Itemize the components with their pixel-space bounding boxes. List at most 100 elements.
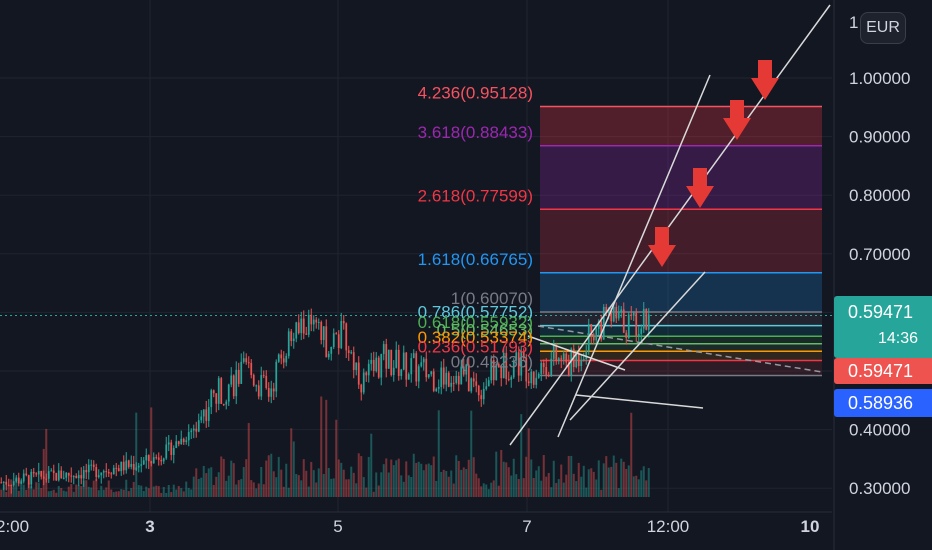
volume-bar <box>495 451 498 497</box>
volume-bar <box>605 456 608 497</box>
candle-body <box>122 461 125 471</box>
volume-bar <box>412 453 415 497</box>
volume-bar <box>580 476 583 497</box>
candle-body <box>345 323 348 351</box>
volume-bar <box>102 489 105 497</box>
candle-body <box>330 347 333 354</box>
volume-bar <box>532 477 535 497</box>
time-axis[interactable]: 2:00 3 5 7 12:00 10 <box>0 517 819 536</box>
candle-body <box>350 352 353 354</box>
candle-body <box>10 484 13 486</box>
volume-bar <box>97 490 100 497</box>
candle-body <box>530 371 533 384</box>
volume-bar <box>455 455 458 497</box>
volume-bar <box>445 470 448 497</box>
fib-label: 0.618(0.55932) <box>418 313 533 332</box>
fibonacci-extension-tool[interactable] <box>537 105 823 377</box>
volume-bar <box>422 470 425 497</box>
candle-body <box>70 475 73 477</box>
candle-body <box>595 328 598 341</box>
volume-bar <box>342 469 345 497</box>
candle-body <box>20 481 23 484</box>
time-tick-label: 10 <box>801 517 820 536</box>
fibonacci-labels: 4.236(0.95128) 3.618(0.88433) 2.618(0.7759… <box>418 84 533 372</box>
candle-body <box>477 385 480 396</box>
volume-bar <box>502 461 505 497</box>
candle-body <box>555 345 558 362</box>
candle-body <box>187 432 190 441</box>
candle-body <box>392 367 395 376</box>
volume-bar <box>270 453 273 497</box>
candle-body <box>65 472 68 478</box>
volume-bar <box>607 467 610 497</box>
candle-body <box>102 471 105 473</box>
volume-bar <box>70 484 73 497</box>
candle-body <box>255 385 258 387</box>
candle-body <box>42 476 45 479</box>
volume-bar <box>462 467 465 497</box>
volume-bar <box>577 462 580 497</box>
volume-bar <box>530 459 533 497</box>
fib-band <box>540 145 822 210</box>
volume-bar <box>207 468 210 497</box>
candle-body <box>335 333 338 335</box>
volume-bar <box>252 482 255 497</box>
candle-body <box>357 362 360 385</box>
candle-body <box>382 344 385 354</box>
candle-body <box>407 374 410 380</box>
candle-body <box>270 388 273 397</box>
volume-bar <box>622 461 625 497</box>
candle-body <box>525 357 528 382</box>
fib-dashed-baseline <box>537 325 823 373</box>
candle-body <box>85 470 88 473</box>
volume-bar <box>640 470 643 497</box>
fib-band <box>540 343 822 352</box>
volume-bar <box>285 463 288 497</box>
volume-bar <box>457 460 460 497</box>
volume-bar <box>185 481 188 497</box>
down-arrow-icon <box>686 168 714 208</box>
currency-button[interactable]: EUR <box>860 12 906 44</box>
volume-bar <box>215 476 218 497</box>
volume-bar <box>90 487 93 497</box>
candle-body <box>615 306 618 319</box>
volume-bar <box>362 477 365 497</box>
volume-bar <box>595 479 598 497</box>
price-tick-label: 0.30000 <box>849 479 910 498</box>
volume-bar <box>602 463 605 497</box>
candle-body <box>195 428 198 432</box>
volume-bar <box>645 480 648 497</box>
down-arrows[interactable] <box>648 60 779 267</box>
candle-body <box>165 444 168 459</box>
candle-body <box>47 471 50 479</box>
volume-bar <box>267 455 270 497</box>
candle-body <box>645 308 648 330</box>
volume-bar <box>447 476 450 497</box>
volume-bar <box>205 473 208 497</box>
candle-body <box>545 366 548 375</box>
candle-body <box>227 384 230 402</box>
volume-bar <box>382 464 385 497</box>
down-arrow-icon <box>648 227 676 267</box>
volume-bar <box>12 487 15 497</box>
candle-body <box>250 362 253 375</box>
volume-bar <box>227 475 230 497</box>
candle-body <box>635 312 638 336</box>
candle-body <box>40 470 43 477</box>
volume-bar <box>197 478 200 497</box>
time-tick-label: 3 <box>145 517 154 536</box>
volume-bar <box>437 410 440 497</box>
volume-bar <box>297 475 300 497</box>
volume-bar <box>272 471 275 497</box>
volume-bar <box>107 480 110 497</box>
candle-body <box>137 465 140 468</box>
candle-body <box>245 358 248 363</box>
price-axis[interactable]: 1.000000.900000.800000.700000.600000.500… <box>849 13 910 498</box>
candle-body <box>467 364 470 392</box>
candle-body <box>365 372 368 376</box>
candle-body <box>322 326 325 341</box>
candle-body <box>517 352 520 376</box>
volume-bar <box>40 487 43 497</box>
volume-bar <box>405 461 408 497</box>
